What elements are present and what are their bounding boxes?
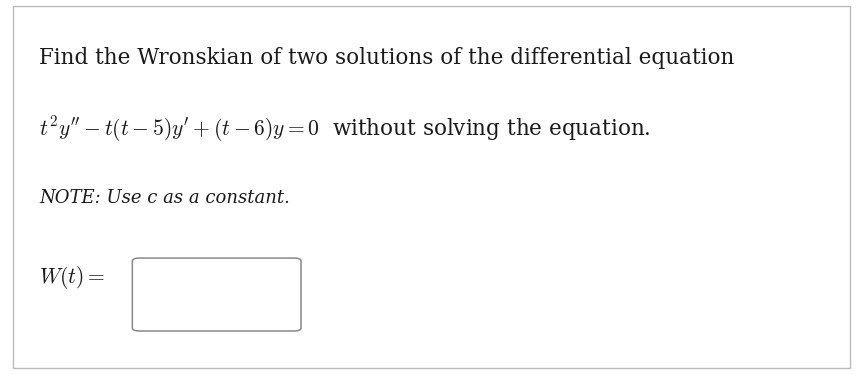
FancyBboxPatch shape xyxy=(132,258,301,331)
Text: $t^2y'' - t(t-5)y' + (t-6)y = 0$  without solving the equation.: $t^2y'' - t(t-5)y' + (t-6)y = 0$ without… xyxy=(39,114,650,144)
Text: $W(t) =$: $W(t) =$ xyxy=(39,264,105,291)
Text: NOTE: Use c as a constant.: NOTE: Use c as a constant. xyxy=(39,189,290,207)
Text: Find the Wronskian of two solutions of the differential equation: Find the Wronskian of two solutions of t… xyxy=(39,47,734,69)
